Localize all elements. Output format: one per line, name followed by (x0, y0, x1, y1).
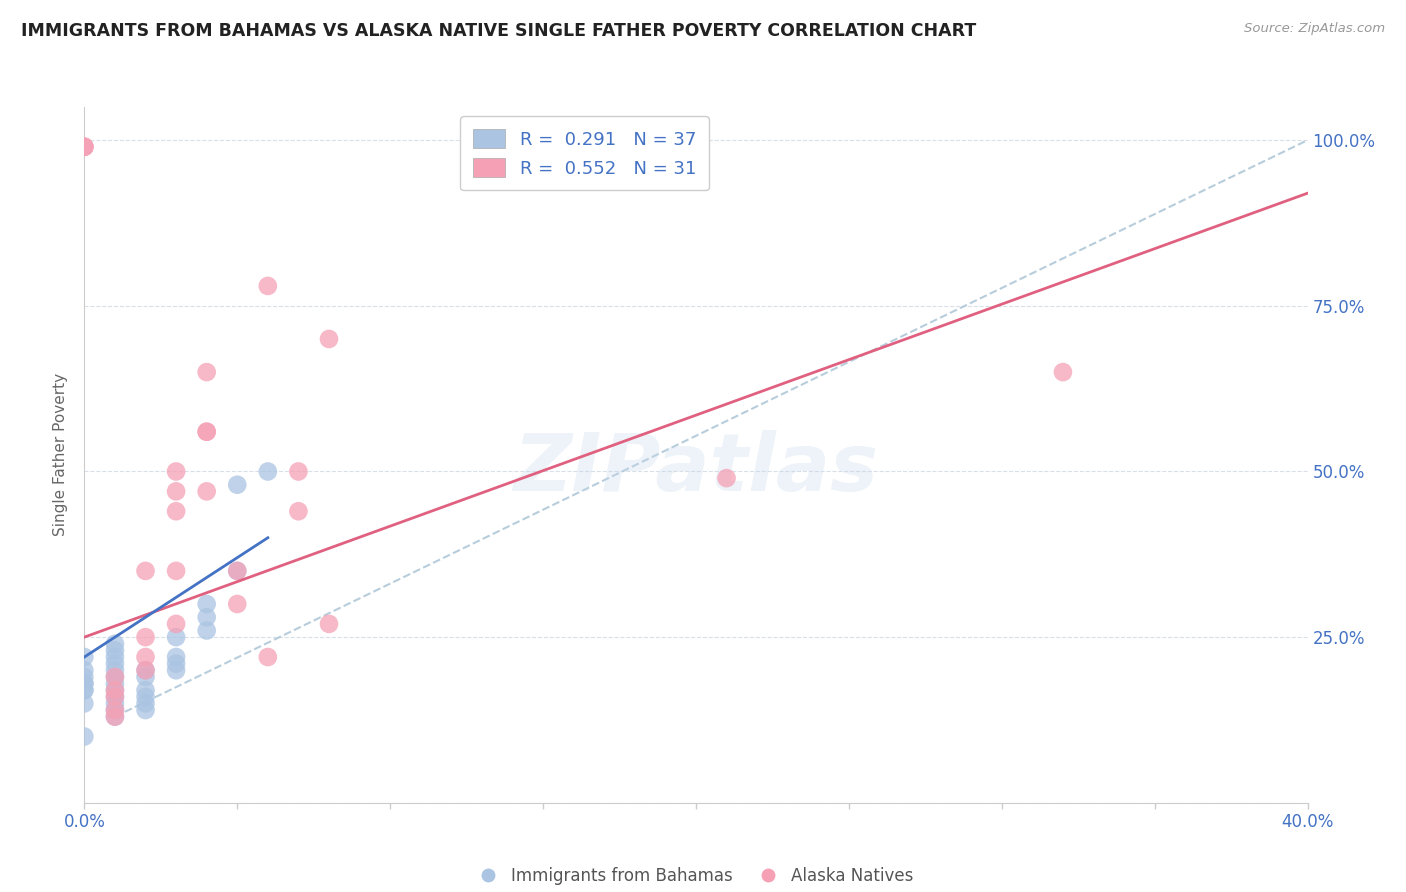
Point (104, 703, 127, 717)
Point (195, 425, 218, 439)
Point (195, 610, 218, 624)
Point (165, 465, 187, 479)
Point (165, 657, 187, 671)
Point (104, 709, 127, 723)
Point (716, 471, 738, 485)
Point (287, 504, 309, 518)
Point (73, 140, 96, 154)
Point (1052, 365, 1074, 379)
Point (318, 616, 340, 631)
Point (104, 676, 127, 690)
Point (165, 650, 187, 665)
Point (73, 697, 96, 711)
Point (226, 597, 249, 611)
Point (318, 332, 340, 346)
Point (135, 670, 157, 684)
Point (73, 140, 96, 154)
Point (135, 697, 157, 711)
Point (195, 597, 218, 611)
Point (73, 683, 96, 698)
Legend: Immigrants from Bahamas, Alaska Natives: Immigrants from Bahamas, Alaska Natives (471, 860, 921, 891)
Point (104, 697, 127, 711)
Point (73, 730, 96, 744)
Point (104, 643, 127, 657)
Point (104, 650, 127, 665)
Point (287, 465, 309, 479)
Point (135, 630, 157, 644)
Point (195, 365, 218, 379)
Point (135, 683, 157, 698)
Point (73, 140, 96, 154)
Point (73, 650, 96, 665)
Y-axis label: Single Father Poverty: Single Father Poverty (53, 374, 69, 536)
Point (195, 624, 218, 638)
Point (135, 663, 157, 677)
Point (165, 630, 187, 644)
Point (104, 709, 127, 723)
Point (104, 690, 127, 704)
Point (226, 564, 249, 578)
Point (104, 703, 127, 717)
Point (104, 657, 127, 671)
Point (226, 564, 249, 578)
Point (195, 484, 218, 499)
Point (226, 477, 249, 491)
Point (257, 465, 280, 479)
Point (73, 670, 96, 684)
Point (195, 425, 218, 439)
Point (104, 670, 127, 684)
Text: ZIPatlas: ZIPatlas (513, 430, 879, 508)
Point (135, 663, 157, 677)
Point (135, 564, 157, 578)
Point (104, 683, 127, 698)
Point (73, 676, 96, 690)
Text: Source: ZipAtlas.com: Source: ZipAtlas.com (1244, 22, 1385, 36)
Point (165, 504, 187, 518)
Point (104, 637, 127, 651)
Point (135, 703, 157, 717)
Point (165, 484, 187, 499)
Point (73, 683, 96, 698)
Point (135, 650, 157, 665)
Point (73, 676, 96, 690)
Point (104, 690, 127, 704)
Point (257, 279, 280, 293)
Point (73, 663, 96, 677)
Point (165, 663, 187, 677)
Point (104, 683, 127, 698)
Point (257, 650, 280, 665)
Point (165, 564, 187, 578)
Point (165, 616, 187, 631)
Point (104, 663, 127, 677)
Text: IMMIGRANTS FROM BAHAMAS VS ALASKA NATIVE SINGLE FATHER POVERTY CORRELATION CHART: IMMIGRANTS FROM BAHAMAS VS ALASKA NATIVE… (21, 22, 976, 40)
Point (135, 690, 157, 704)
Point (104, 670, 127, 684)
